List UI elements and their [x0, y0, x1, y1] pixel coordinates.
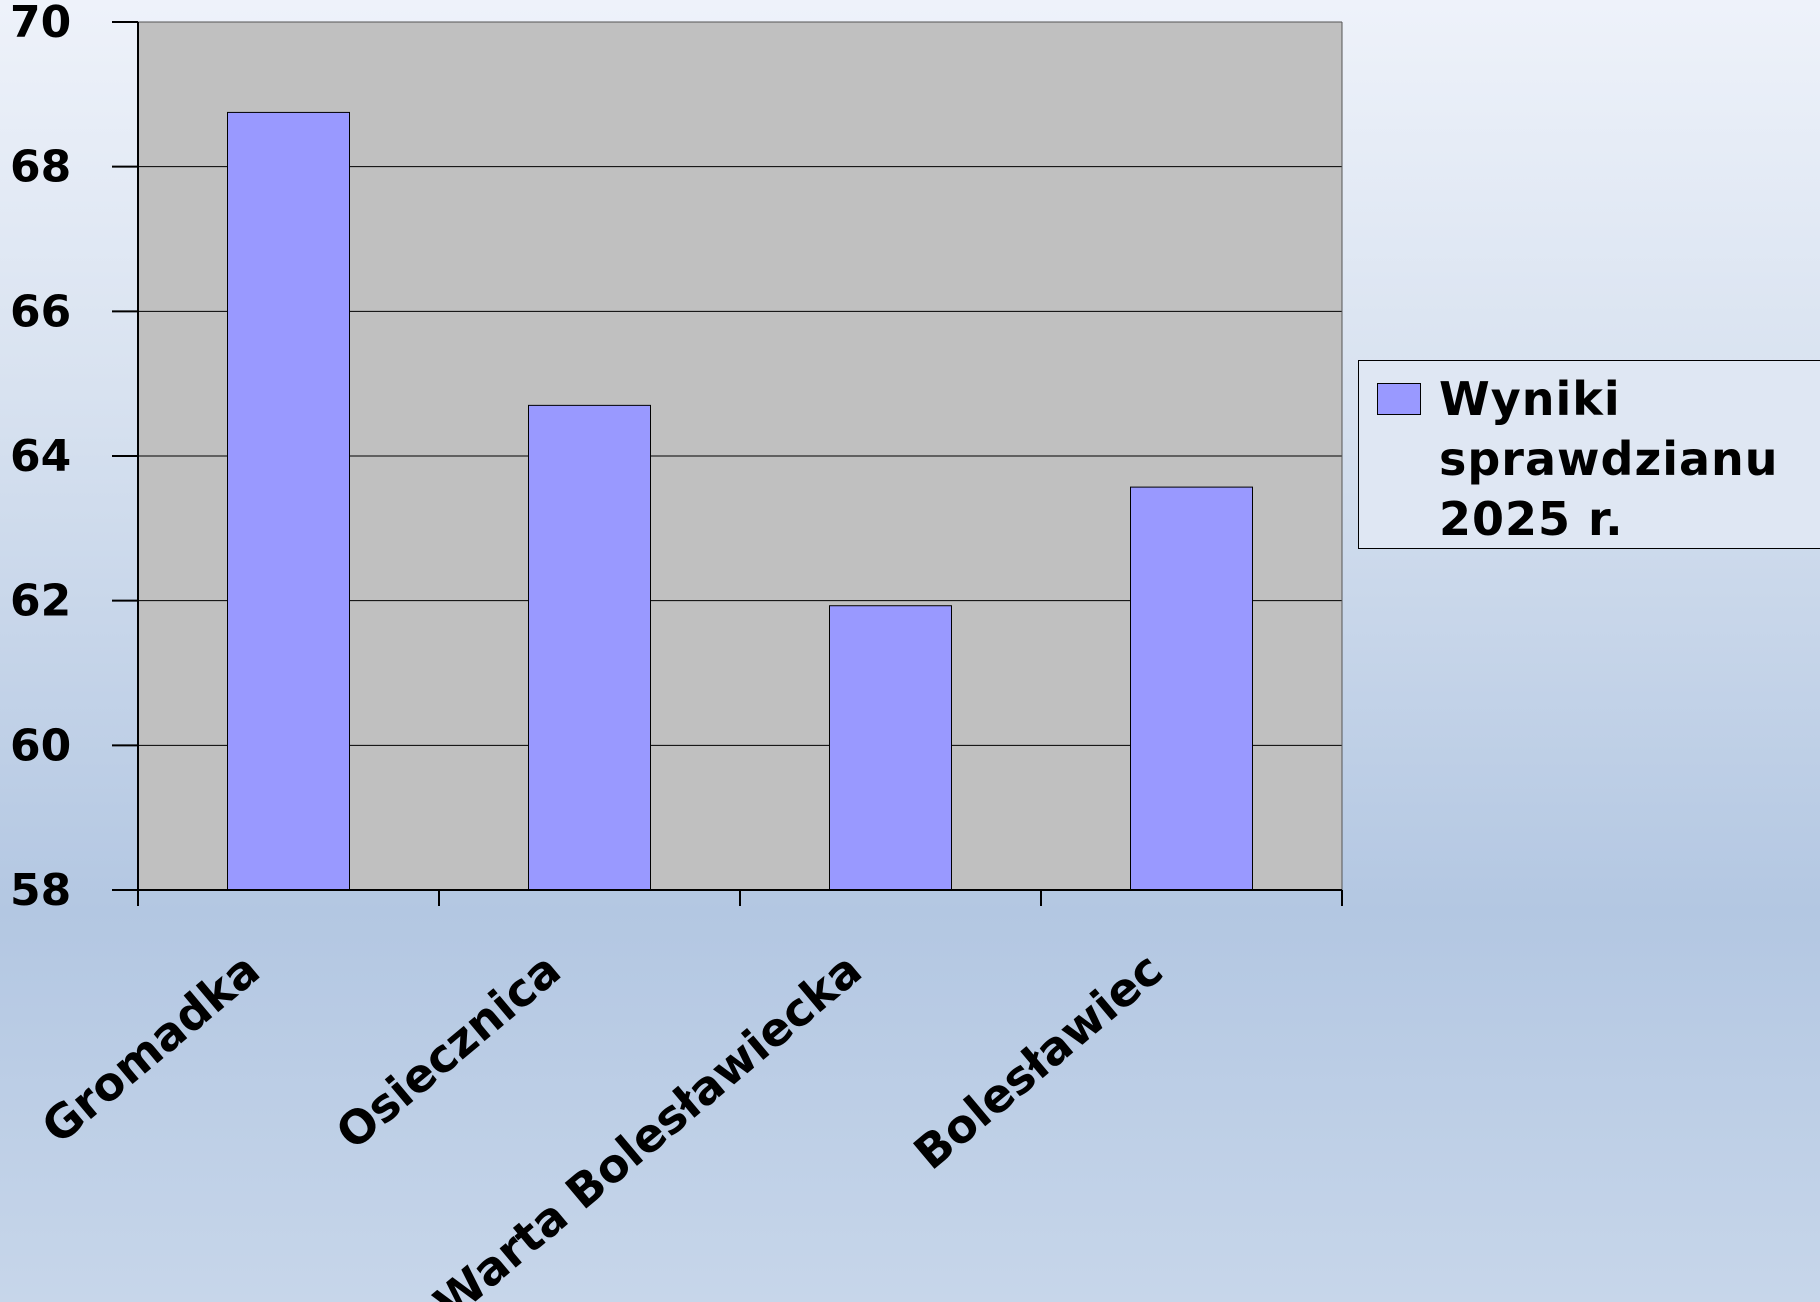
y-tick-label: 64: [10, 431, 71, 482]
y-tick-label: 58: [10, 865, 71, 916]
bar: [528, 404, 651, 891]
y-tick-label: 60: [10, 720, 71, 771]
legend-label: Wyniki sprawdzianu 2025 r.: [1439, 372, 1779, 546]
bar: [829, 605, 952, 891]
x-tick-label: Osiecznica: [326, 942, 571, 1160]
y-tick-label: 62: [10, 576, 71, 627]
legend-swatch: [1377, 383, 1421, 415]
y-tick-label: 66: [10, 286, 71, 337]
y-tick-label: 68: [10, 142, 71, 193]
x-tick-label: Bolesławiec: [904, 942, 1173, 1180]
legend: Wyniki sprawdzianu 2025 r.: [1358, 360, 1820, 549]
x-tick-label: Gromadka: [31, 942, 269, 1154]
y-tick-label: 70: [10, 0, 71, 48]
bar: [1130, 486, 1253, 891]
bar: [227, 111, 350, 891]
